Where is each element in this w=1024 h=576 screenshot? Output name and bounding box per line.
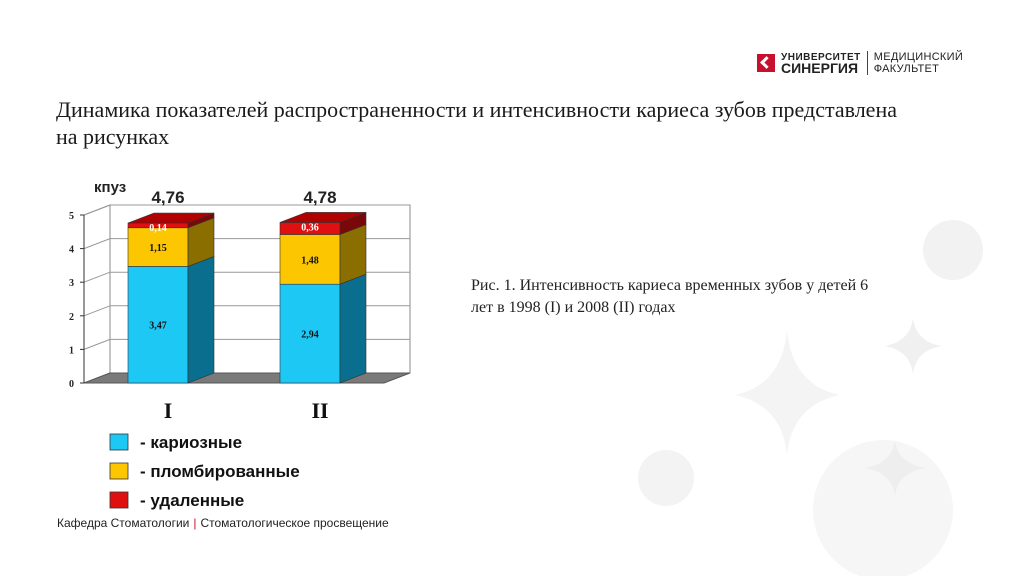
- decor-circle: [813, 440, 953, 576]
- data-label: 3,47: [149, 321, 167, 332]
- logo-name: УНИВЕРСИТЕТ СИНЕРГИЯ: [781, 52, 861, 76]
- y-tick-label: 1: [69, 345, 74, 356]
- legend-label: - пломбированные: [140, 462, 300, 481]
- legend-swatch: [109, 491, 129, 509]
- bar-top: [279, 212, 367, 223]
- footer-topic: Стоматологическое просвещение: [200, 516, 389, 530]
- decor-circle: [638, 450, 694, 506]
- bar-segment-side: [339, 224, 367, 285]
- decor-circle: [923, 220, 983, 280]
- bar-segment: [127, 227, 189, 267]
- logo-faculty: МЕДИЦИНСКИЙ ФАКУЛЬТЕТ: [874, 51, 963, 75]
- decor-star: [735, 330, 840, 455]
- gridline-side: [83, 204, 111, 216]
- legend-label: - кариозные: [140, 433, 242, 452]
- decor-star: [864, 440, 926, 496]
- logo-faculty-line1: МЕДИЦИНСКИЙ: [873, 51, 964, 63]
- caries-chart: 0 1 2 3 4 5 кпуз 3,47 1,15 0,14 4,76 I 2,94 1,48 0,36 4…: [69, 179, 411, 510]
- bar-top: [127, 212, 215, 224]
- decor-star: [884, 318, 942, 374]
- x-tick-label: I: [164, 398, 173, 423]
- bar-segment: [127, 266, 189, 384]
- logo-synergy: СИНЕРГИЯ: [781, 60, 859, 76]
- gridline-side: [83, 238, 111, 250]
- total-label: 4,78: [303, 188, 336, 207]
- data-label: 2,94: [301, 330, 319, 341]
- bar-segment-side: [187, 255, 215, 384]
- bar-segment-side: [339, 273, 367, 384]
- x-tick-label: II: [311, 398, 328, 423]
- figure-caption: Рис. 1. Интенсивность кариеса временных …: [471, 277, 869, 316]
- footer-department: Кафедра Стоматологии: [57, 516, 190, 530]
- bar-segment: [279, 283, 341, 384]
- legend-label: - удаленные: [140, 491, 244, 510]
- logo-university: УНИВЕРСИТЕТ: [781, 52, 861, 63]
- data-label: 1,48: [301, 255, 319, 266]
- y-tick-label: 0: [69, 379, 74, 390]
- gridline-side: [83, 271, 111, 283]
- legend-swatch: [109, 462, 129, 480]
- gridline-side: [83, 338, 111, 350]
- footer: Кафедра Стоматологии | Стоматологическое п…: [57, 516, 389, 530]
- slide-title: Динамика показателей распространенности …: [56, 97, 897, 149]
- logo-divider: [866, 51, 868, 75]
- y-axis-label: кпуз: [94, 179, 126, 196]
- gridline-side: [83, 305, 111, 317]
- footer-separator: |: [193, 516, 197, 530]
- chart-side-wall: [83, 204, 111, 384]
- total-label: 4,76: [151, 188, 184, 207]
- y-tick-label: 4: [69, 245, 74, 256]
- university-logo: УНИВЕРСИТЕТ СИНЕРГИЯ МЕДИЦИНСКИЙ ФАКУЛЬТ…: [757, 50, 963, 76]
- logo-faculty-line2: ФАКУЛЬТЕТ: [873, 63, 940, 75]
- data-label: 0,14: [149, 223, 167, 234]
- legend-swatch: [109, 433, 129, 451]
- data-label: 0,36: [301, 222, 319, 233]
- y-tick-label: 2: [69, 312, 74, 323]
- y-tick-label: 3: [69, 278, 74, 289]
- y-tick-label: 5: [69, 211, 74, 222]
- logo-icon: [757, 54, 775, 72]
- data-label: 1,15: [149, 243, 167, 254]
